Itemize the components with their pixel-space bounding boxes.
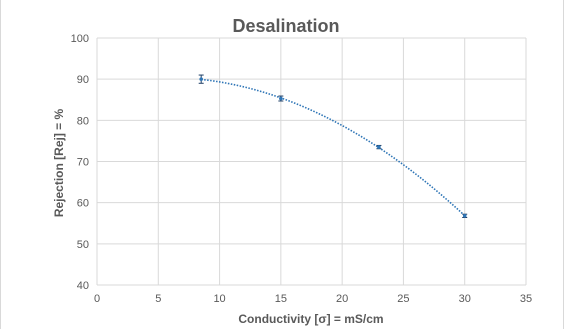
y-tick-label: 70 [77, 157, 89, 169]
tick-labels: 40 50 60 70 80 90 100 0 5 10 15 20 25 30 35 [71, 33, 532, 305]
x-tick-label: 0 [94, 293, 100, 305]
x-tick-label: 15 [275, 293, 287, 305]
point-marker [462, 214, 467, 218]
grid [96, 37, 527, 286]
x-axis-label: Conductivity [σ] = mS/cm [238, 312, 383, 326]
data-point [462, 213, 468, 218]
y-tick-label: 90 [77, 74, 89, 86]
data-point [198, 74, 204, 84]
point-marker [377, 145, 381, 149]
data-points [198, 74, 468, 218]
y-tick-label: 40 [77, 280, 89, 292]
y-tick-label: 50 [77, 239, 89, 251]
trendline [201, 78, 466, 217]
x-tick-label: 30 [459, 293, 471, 305]
point-marker [199, 77, 203, 81]
y-tick-label: 100 [71, 33, 89, 45]
data-point [278, 95, 284, 102]
y-tick-label: 80 [77, 115, 89, 127]
data-point [376, 144, 382, 150]
y-tick-label: 60 [77, 198, 89, 210]
x-tick-label: 10 [213, 293, 225, 305]
x-tick-label: 5 [155, 293, 161, 305]
chart-title: Desalination [232, 16, 339, 36]
x-tick-label: 25 [397, 293, 409, 305]
y-axis-label: Rejection [Rej] = % [52, 108, 66, 217]
x-tick-label: 20 [336, 293, 348, 305]
x-tick-label: 35 [520, 293, 532, 305]
point-marker [279, 96, 283, 101]
